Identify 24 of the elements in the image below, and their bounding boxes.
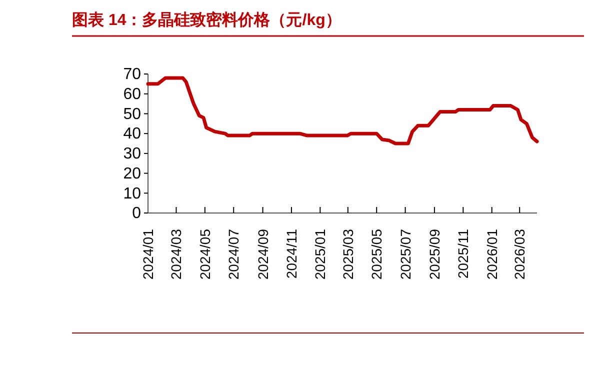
x-tick-label: 2024/05 — [196, 228, 213, 280]
x-tick-label: 2025/05 — [368, 228, 385, 280]
y-tick-label: 0 — [132, 205, 142, 222]
y-tick-label: 50 — [123, 106, 142, 123]
line-series — [146, 76, 539, 146]
y-tick-label: 10 — [123, 185, 142, 202]
x-tick-label: 2024/07 — [226, 228, 242, 280]
x-tick-label: 2025/11 — [455, 228, 472, 279]
y-tick-label: 40 — [123, 126, 142, 143]
y-tick-label: 60 — [123, 86, 142, 103]
x-tick-label: 2025/09 — [426, 228, 442, 280]
chart-title: 图表 14：多晶硅致密料价格（元/kg） — [72, 11, 342, 29]
y-tick-label: 30 — [123, 146, 142, 163]
x-tick-label: 2025/01 — [312, 228, 328, 280]
x-tick-label: 2024/09 — [254, 228, 271, 280]
x-tick-label: 2026/01 — [484, 228, 500, 280]
y-tick-label: 70 — [123, 66, 142, 84]
x-tick-label: 2024/01 — [140, 228, 156, 280]
x-tick-label: 2024/11 — [283, 228, 300, 279]
x-tick-label: 2026/03 — [512, 228, 528, 280]
y-tick-label: 20 — [123, 165, 142, 182]
x-tick-label: 2025/07 — [397, 228, 414, 280]
x-tick-label: 2025/03 — [340, 228, 356, 280]
x-tick-label: 2024/03 — [168, 228, 184, 280]
